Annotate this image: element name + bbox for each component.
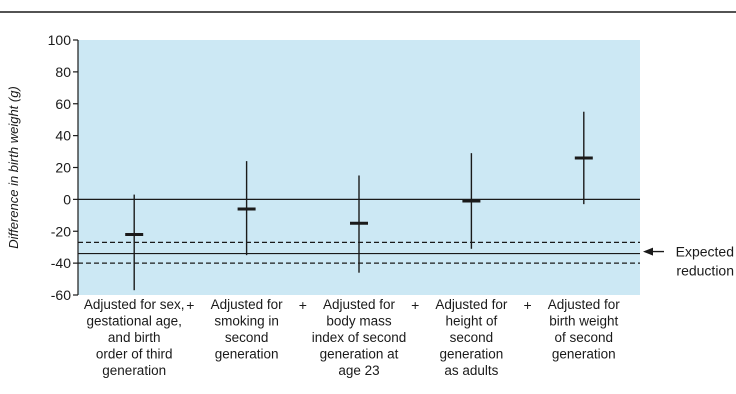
error-bars (125, 111, 593, 291)
category-label-line: generation (552, 347, 616, 362)
category-label-line: order of third (96, 347, 173, 362)
category-label-line: Adjusted for (323, 297, 396, 312)
category-label-line: second (450, 330, 494, 345)
plus-separator: + (524, 297, 532, 313)
y-axis: 100 80 60 40 20 0 -20 -40 -60 (48, 32, 79, 303)
category-label-line: index of second (312, 330, 407, 345)
category-label-line: and birth (108, 330, 161, 345)
y-tick-label: 0 (63, 191, 71, 207)
annotation-arrow-head (643, 247, 653, 256)
plus-separator: + (411, 297, 419, 313)
y-tick-label: 100 (48, 32, 72, 48)
annotation-text: Expected (676, 244, 734, 260)
category-labels: Adjusted for sex, gestational age,and bir… (84, 297, 620, 378)
category-label-line: Adjusted for (435, 297, 508, 312)
y-axis-label: Difference in birth weight (g) (6, 86, 21, 249)
category-label-line: Adjusted for (548, 297, 621, 312)
category-label-line: age 23 (338, 363, 379, 378)
category-label-line: Adjusted for (211, 297, 284, 312)
category-label-line: generation (439, 347, 503, 362)
y-tick-label: 40 (55, 128, 71, 144)
y-tick-label: 60 (55, 96, 71, 112)
category-label-line: height of (446, 314, 498, 329)
plus-separator: + (299, 297, 307, 313)
category-label-line: generation at (320, 347, 399, 362)
annotation-text: reduction (676, 263, 734, 279)
y-tick-label: 20 (55, 160, 71, 176)
category-label-line: Adjusted for sex, (84, 297, 185, 312)
y-tick-label: -40 (51, 255, 71, 271)
category-label-line: as adults (444, 363, 498, 378)
category-label-line: body mass (326, 314, 392, 329)
category-label-line: second (225, 330, 269, 345)
category-label-line: birth weight (549, 314, 618, 329)
category-label-line: smoking in (214, 314, 279, 329)
y-tick-label: -20 (51, 223, 71, 239)
y-tick-label: -60 (51, 287, 71, 303)
expected-reduction-annotation: Expected reduction (643, 244, 734, 279)
category-label-line: of second (555, 330, 614, 345)
category-label-line: generation (215, 347, 279, 362)
y-tick-label: 80 (55, 64, 71, 80)
plus-separator: + (186, 297, 194, 313)
category-label-line: generation (102, 363, 166, 378)
category-label-line: gestational age, (87, 314, 182, 329)
